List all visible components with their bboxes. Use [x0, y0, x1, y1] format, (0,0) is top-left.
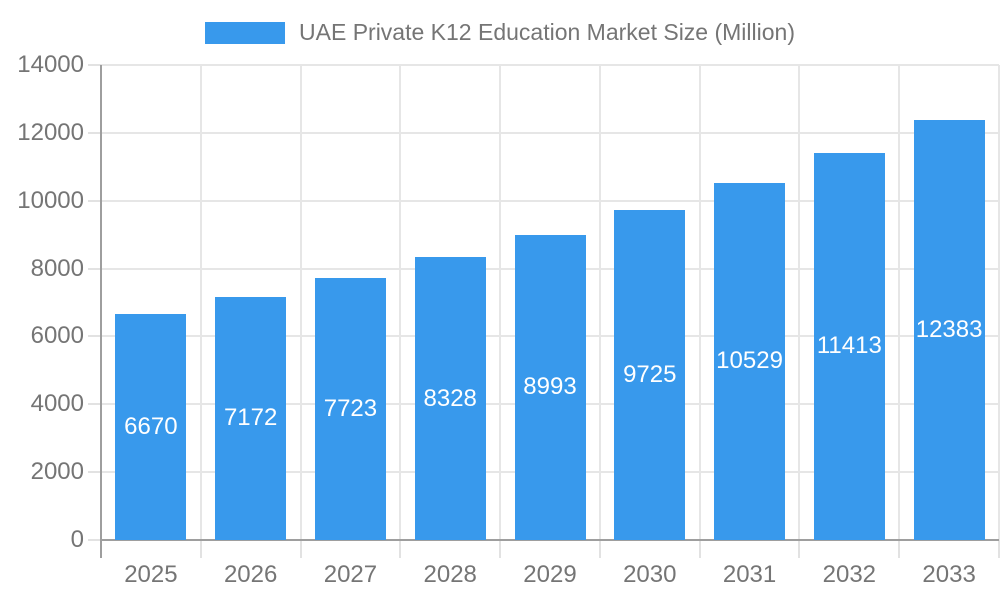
y-tick-label: 4000 [30, 390, 84, 418]
x-gridline [798, 65, 801, 540]
x-axis-tick [199, 540, 202, 558]
y-axis-tick [88, 539, 101, 541]
x-tick-label: 2026 [223, 561, 278, 588]
x-axis-tick [399, 540, 402, 558]
x-gridline [499, 65, 502, 540]
x-gridline [698, 65, 701, 540]
y-axis-tick [88, 131, 101, 134]
x-tick-label: 2028 [423, 561, 477, 588]
x-axis-tick [499, 540, 502, 558]
x-gridline [598, 65, 601, 540]
y-axis-line [100, 65, 102, 558]
x-gridline [399, 65, 402, 540]
y-tick-label: 14000 [17, 51, 84, 78]
y-axis-tick [88, 64, 101, 66]
x-gridline [998, 65, 1000, 540]
x-axis-tick [698, 540, 701, 558]
x-gridline [199, 65, 202, 540]
bar-value-label: 7723 [323, 394, 378, 422]
y-axis-tick [88, 267, 101, 270]
bar-value-label: 9725 [623, 361, 677, 388]
y-gridline [101, 64, 999, 66]
x-tick-label: 2025 [124, 561, 178, 588]
x-tick-label: 2031 [722, 561, 777, 588]
bar-value-label: 12383 [915, 315, 983, 343]
x-tick-label: 2029 [523, 561, 577, 588]
x-tick-label: 2032 [822, 561, 877, 588]
bar-2031[interactable]: 10529 [714, 182, 786, 540]
bar-value-label: 11413 [816, 332, 882, 360]
y-axis-tick [88, 335, 101, 338]
bar-value-label: 7172 [223, 404, 278, 432]
y-tick-label: 6000 [30, 322, 84, 350]
y-gridline [101, 199, 999, 202]
bar-value-label: 8993 [523, 373, 577, 401]
bar-value-label: 10529 [716, 347, 783, 375]
legend[interactable]: UAE Private K12 Education Market Size (M… [205, 19, 795, 46]
y-axis-tick [88, 403, 101, 406]
y-tick-label: 8000 [30, 254, 84, 282]
y-axis-tick [88, 471, 101, 474]
x-gridline [898, 65, 901, 540]
bar-2027[interactable]: 7723 [314, 277, 386, 540]
x-axis-tick [299, 540, 302, 558]
bar-value-label: 8328 [423, 384, 477, 412]
x-axis-line [101, 539, 999, 541]
bar-2026[interactable]: 7172 [215, 296, 287, 540]
x-axis-tick [798, 540, 801, 558]
x-axis-tick [998, 540, 1000, 558]
x-axis-tick [898, 540, 901, 558]
x-tick-label: 2030 [623, 561, 677, 588]
bar-2030[interactable]: 9725 [614, 210, 686, 540]
y-tick-label: 10000 [17, 186, 84, 214]
bar-2033[interactable]: 12383 [913, 119, 985, 540]
y-gridline [101, 131, 999, 134]
y-tick-label: 12000 [17, 118, 84, 146]
x-tick-label: 2033 [922, 561, 976, 588]
y-tick-label: 0 [70, 526, 84, 553]
x-axis-tick [598, 540, 601, 558]
bar-value-label: 6670 [124, 412, 178, 440]
x-tick-label: 2027 [323, 561, 378, 588]
y-axis-tick [88, 199, 101, 202]
legend-label: UAE Private K12 Education Market Size (M… [299, 19, 795, 45]
bar-2025[interactable]: 6670 [115, 313, 187, 540]
bar-2032[interactable]: 11413 [813, 152, 885, 540]
x-gridline [299, 65, 302, 540]
y-tick-label: 2000 [30, 458, 84, 486]
bar-2028[interactable]: 8328 [414, 257, 486, 540]
bar-2029[interactable]: 8993 [514, 234, 586, 540]
legend-swatch [205, 21, 286, 44]
